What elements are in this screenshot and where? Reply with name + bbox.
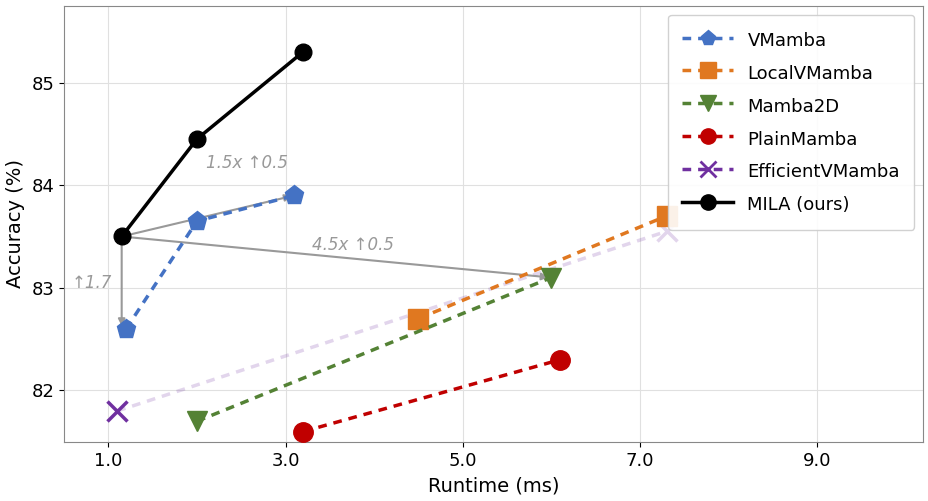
Line: MILA (ours): MILA (ours) bbox=[113, 44, 311, 245]
X-axis label: Runtime (ms): Runtime (ms) bbox=[428, 476, 559, 495]
PlainMamba bbox=[554, 357, 565, 363]
Legend: VMamba, LocalVMamba, Mamba2D, PlainMamba, EfficientVMamba, MILA (ours): VMamba, LocalVMamba, Mamba2D, PlainMamba… bbox=[667, 15, 913, 230]
MILA (ours) bbox=[116, 233, 127, 239]
Text: ↑1.7: ↑1.7 bbox=[71, 274, 111, 292]
Line: PlainMamba: PlainMamba bbox=[293, 350, 569, 441]
MILA (ours) bbox=[297, 49, 308, 55]
Line: VMamba: VMamba bbox=[116, 186, 303, 339]
Line: Mamba2D: Mamba2D bbox=[187, 268, 561, 431]
Mamba2D bbox=[191, 418, 202, 424]
VMamba bbox=[121, 326, 132, 332]
VMamba bbox=[289, 192, 300, 198]
VMamba bbox=[191, 218, 202, 224]
Mamba2D bbox=[545, 275, 556, 281]
Line: LocalVMamba: LocalVMamba bbox=[408, 206, 676, 328]
MILA (ours) bbox=[191, 136, 202, 142]
LocalVMamba bbox=[660, 213, 671, 219]
LocalVMamba bbox=[412, 316, 423, 322]
Text: 1.5x ↑0.5: 1.5x ↑0.5 bbox=[206, 154, 288, 172]
Y-axis label: Accuracy (%): Accuracy (%) bbox=[6, 159, 24, 288]
PlainMamba bbox=[297, 428, 308, 434]
Text: 4.5x ↑0.5: 4.5x ↑0.5 bbox=[312, 235, 393, 254]
